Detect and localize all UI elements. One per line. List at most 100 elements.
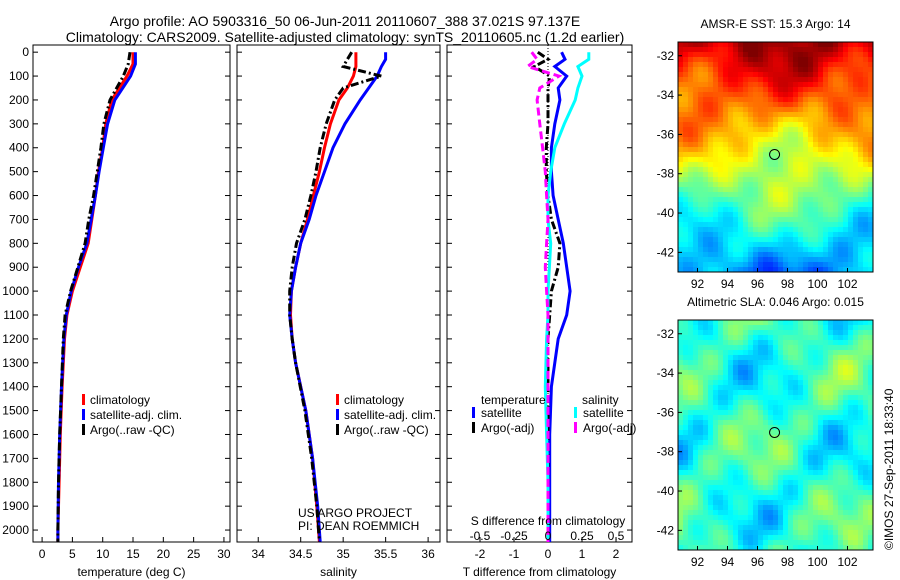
map-cell — [838, 177, 843, 182]
map-cell — [868, 480, 873, 485]
map-cell — [778, 440, 783, 445]
map-cell — [698, 267, 703, 272]
map-cell — [723, 450, 728, 455]
map-cell — [718, 355, 723, 360]
map-cell — [793, 535, 798, 540]
map-cell — [788, 515, 793, 520]
map-cell — [688, 435, 693, 440]
map-cell — [868, 152, 873, 157]
map-cell — [718, 465, 723, 470]
map-cell — [688, 375, 693, 380]
map-cell — [828, 72, 833, 77]
map-cell — [853, 405, 858, 410]
map-cell — [683, 147, 688, 152]
map-cell — [683, 157, 688, 162]
map-cell — [718, 187, 723, 192]
map-cell — [718, 530, 723, 535]
map-cell — [753, 350, 758, 355]
map-cell — [848, 72, 853, 77]
map-cell — [718, 380, 723, 385]
map-cell — [853, 380, 858, 385]
map-cell — [793, 375, 798, 380]
map-cell — [683, 217, 688, 222]
map-cell — [683, 490, 688, 495]
map-cell — [838, 97, 843, 102]
map-cell — [788, 415, 793, 420]
map-cell — [718, 445, 723, 450]
map-cell — [803, 360, 808, 365]
map-cell — [753, 107, 758, 112]
map-cell — [788, 217, 793, 222]
map-cell — [758, 127, 763, 132]
map-cell — [843, 197, 848, 202]
x-tick-label: 25 — [187, 547, 201, 561]
map-cell — [753, 92, 758, 97]
map-cell — [838, 167, 843, 172]
map-cell — [738, 127, 743, 132]
map-cell — [713, 242, 718, 247]
map-cell — [858, 212, 863, 217]
map-cell — [803, 435, 808, 440]
plot-frame — [32, 44, 231, 543]
map-cell — [778, 187, 783, 192]
map-cell — [743, 82, 748, 87]
map-cell — [688, 475, 693, 480]
map-cell — [713, 267, 718, 272]
map-cell — [863, 525, 868, 530]
map-cell — [783, 445, 788, 450]
map-cell — [703, 430, 708, 435]
map-cell — [813, 510, 818, 515]
map-cell — [733, 495, 738, 500]
map-cell — [813, 335, 818, 340]
map-cell — [823, 540, 828, 545]
map-cell — [678, 355, 683, 360]
map-cell — [718, 92, 723, 97]
map-cell — [708, 490, 713, 495]
map-cell — [733, 405, 738, 410]
map-cell — [823, 142, 828, 147]
map-cell — [803, 147, 808, 152]
map-cell — [713, 475, 718, 480]
map-cell — [778, 450, 783, 455]
map-cell — [788, 42, 793, 47]
map-cell — [788, 525, 793, 530]
y-tick-label: 1700 — [2, 451, 29, 465]
map-cell — [728, 510, 733, 515]
map-cell — [773, 117, 778, 122]
map-cell — [698, 72, 703, 77]
map-cell — [863, 495, 868, 500]
map-cell — [788, 420, 793, 425]
map-cell — [783, 172, 788, 177]
map-cell — [723, 247, 728, 252]
map-cell — [858, 247, 863, 252]
map-cell — [808, 325, 813, 330]
legend-swatch — [336, 424, 339, 435]
map-cell — [728, 325, 733, 330]
map-cell — [783, 435, 788, 440]
map-cell — [773, 247, 778, 252]
map-cell — [863, 480, 868, 485]
lat-tick-label: -42 — [657, 523, 675, 537]
map-cell — [813, 415, 818, 420]
map-cell — [713, 82, 718, 87]
map-cell — [833, 97, 838, 102]
map-cell — [813, 237, 818, 242]
map-cell — [783, 227, 788, 232]
map-cell — [778, 445, 783, 450]
map-cell — [783, 320, 788, 325]
map-cell — [783, 535, 788, 540]
map-cell — [828, 385, 833, 390]
map-cell — [863, 262, 868, 267]
map-cell — [743, 425, 748, 430]
map-cell — [743, 117, 748, 122]
map-cell — [823, 440, 828, 445]
map-cell — [713, 440, 718, 445]
map-cell — [793, 57, 798, 62]
map-cell — [683, 320, 688, 325]
map-cell — [848, 360, 853, 365]
map-cell — [853, 77, 858, 82]
map-cell — [733, 465, 738, 470]
map-cell — [788, 242, 793, 247]
map-cell — [823, 395, 828, 400]
map-cell — [743, 350, 748, 355]
